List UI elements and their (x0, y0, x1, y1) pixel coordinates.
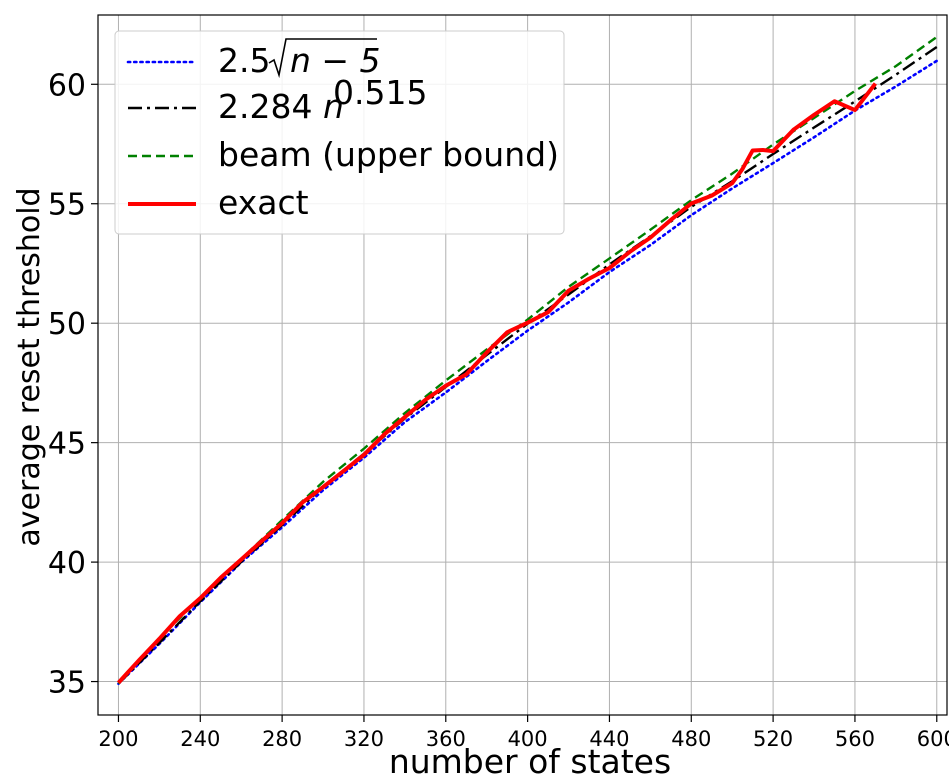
series-line-sqrt (117, 59, 939, 686)
y-tick-label: 40 (48, 546, 86, 581)
x-tick-label: 280 (262, 727, 302, 751)
y-tick-label: 50 (48, 307, 86, 342)
series-lines (116, 36, 939, 686)
legend-box (114, 30, 565, 235)
legend-power-exponent: 0.515 (333, 73, 427, 112)
legend-sqrt-radicand: n − 5 (290, 41, 381, 80)
x-tick-label: 400 (508, 727, 548, 751)
y-tick-label: 55 (48, 188, 86, 223)
legend-power-coefficient: 2.284 (218, 87, 323, 126)
y-tick-label: 45 (48, 427, 86, 462)
y-axis-label: average reset threshold (12, 187, 47, 546)
legend-line-samples (126, 60, 198, 206)
plot-frame (97, 14, 948, 716)
y-tick-label: 35 (48, 666, 86, 701)
x-tick-label: 520 (753, 727, 793, 751)
axis-ticks: 200 240 280 320 360 400 440 480 520 560 600 35 40 45 5… (48, 68, 949, 751)
legend-entry-exact: exact (218, 183, 309, 222)
legend-entry-sqrt: 2.5 (218, 41, 270, 80)
x-tick-label: 360 (426, 727, 466, 751)
x-axis-label: number of states (389, 742, 671, 778)
legend-sqrt-radical (268, 38, 377, 79)
legend-entry-power: 2.284 n (218, 87, 344, 126)
x-tick-label: 600 (917, 727, 949, 751)
y-tick-label: 60 (48, 68, 86, 103)
x-tick-label: 440 (589, 727, 629, 751)
x-tick-label: 200 (98, 727, 138, 751)
series-line-exact (116, 82, 877, 685)
legend: 2.5 n − 5 2.284 n 0.515 beam (upper boun… (114, 30, 565, 235)
x-tick-label: 240 (180, 727, 220, 751)
legend-entry-beam: beam (upper bound) (218, 135, 559, 174)
x-tick-label: 320 (344, 727, 384, 751)
x-tick-label: 560 (835, 727, 875, 751)
x-tick-label: 480 (671, 727, 711, 751)
legend-sqrt-coefficient: 2.5 (218, 41, 270, 80)
legend-power-variable: n (323, 87, 344, 126)
